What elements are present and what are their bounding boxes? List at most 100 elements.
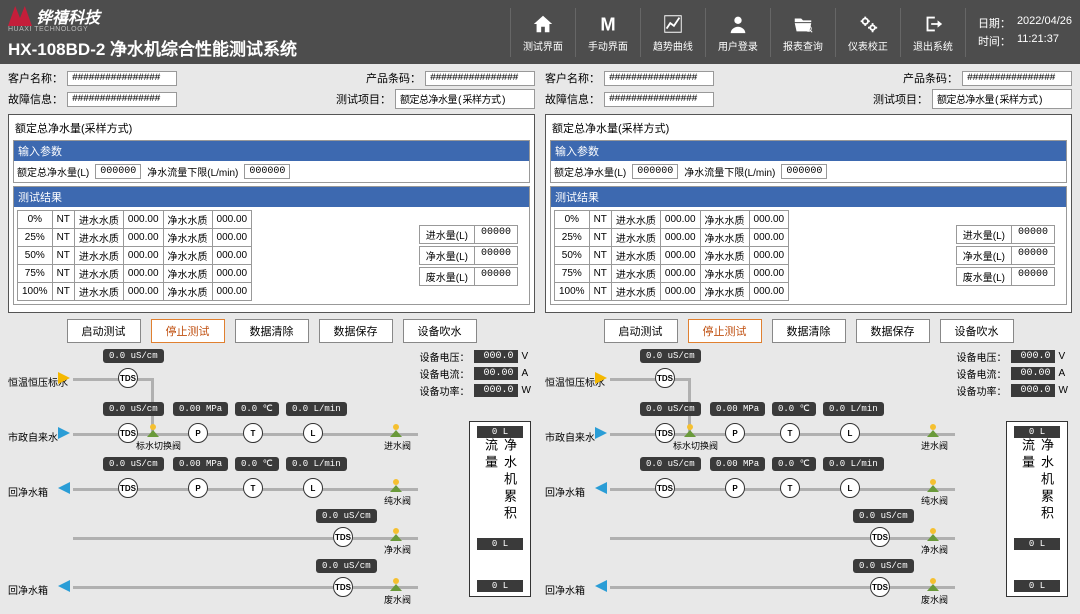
action-button[interactable]: 数据保存 <box>856 319 930 343</box>
tds-node: TDS <box>118 368 138 388</box>
barcode-value: ################ <box>962 71 1072 86</box>
stat-value: 000.0 <box>1011 384 1055 397</box>
line-label: 回净水箱 <box>8 484 48 499</box>
barcode-label: 产品条码： <box>366 70 421 86</box>
line-label: 市政自来水 <box>8 429 58 444</box>
accumulator: 0 L净水机累积流量0 L0 L <box>469 421 531 597</box>
p2-label: 净水流量下限(L/min) <box>684 164 775 179</box>
result-row: 25%NT进水水质000.00净水水质000.00 <box>18 229 252 247</box>
l-node: L <box>840 478 860 498</box>
tds-badge: 0.0 uS/cm <box>640 402 701 416</box>
tds-node: TDS <box>118 478 138 498</box>
nav-trend[interactable]: 趋势曲线 <box>640 8 705 57</box>
action-button[interactable]: 启动测试 <box>604 319 678 343</box>
p1-value[interactable]: 000000 <box>95 164 141 179</box>
fault-label: 故障信息： <box>545 91 600 107</box>
tds-badge: 0.0 uS/cm <box>103 457 164 471</box>
action-button[interactable]: 数据清除 <box>772 319 846 343</box>
action-button[interactable]: 数据保存 <box>319 319 393 343</box>
arrow-icon <box>58 580 70 592</box>
action-button[interactable]: 停止测试 <box>688 319 762 343</box>
stat-label: 设备电流： <box>420 366 470 381</box>
date-label: 日期： <box>978 15 1011 31</box>
pipe <box>610 537 955 540</box>
stat-unit: W <box>1059 385 1068 396</box>
action-button[interactable]: 停止测试 <box>151 319 225 343</box>
result-row: 100%NT进水水质000.00净水水质000.00 <box>555 283 789 301</box>
valve-icon <box>682 423 698 437</box>
flow-diagram: 设备电压：000.0V设备电流：00.00A设备功率：000.0W0 L净水机累… <box>8 349 535 609</box>
valve-icon <box>925 478 941 492</box>
result-table: 0%NT进水水质000.00净水水质000.0025%NT进水水质000.00净… <box>17 210 252 301</box>
p-node: P <box>188 478 208 498</box>
summary-block: 进水量(L)00000净水量(L)00000废水量(L)00000 <box>956 225 1055 286</box>
mpa-badge: 0.00 MPa <box>710 457 765 471</box>
stat-unit: W <box>522 385 531 396</box>
flow-badge: 0.0 L/min <box>286 402 347 416</box>
nav-exit[interactable]: 退出系统 <box>900 8 966 57</box>
acc-val: 0 L <box>1014 426 1060 438</box>
result-row: 0%NT进水水质000.00净水水质000.00 <box>18 211 252 229</box>
panel-title: 额定总净水量(采样方式) <box>550 119 1067 137</box>
nav-label: 报表查询 <box>783 38 823 53</box>
stat-unit: A <box>1059 368 1066 379</box>
result-header: 测试结果 <box>14 187 529 207</box>
summary-row: 进水量(L)00000 <box>956 225 1055 244</box>
result-row: 50%NT进水水质000.00净水水质000.00 <box>555 247 789 265</box>
test-panel: 额定总净水量(采样方式)输入参数额定总净水量(L)000000净水流量下限(L/… <box>8 114 535 313</box>
tds-badge: 0.0 uS/cm <box>103 349 164 363</box>
mpa-badge: 0.00 MPa <box>173 402 228 416</box>
valve-icon <box>925 577 941 591</box>
valve-label: 标水切换阀 <box>136 439 181 452</box>
stat-value: 000.0 <box>474 384 518 397</box>
action-button[interactable]: 启动测试 <box>67 319 141 343</box>
p2-value[interactable]: 000000 <box>244 164 290 179</box>
nav-test[interactable]: 测试界面 <box>510 8 575 57</box>
acc-val: 0 L <box>1014 580 1060 592</box>
nav-login[interactable]: 用户登录 <box>705 8 770 57</box>
action-button[interactable]: 设备吹水 <box>403 319 477 343</box>
left-station: 客户名称：################产品条码：##############… <box>8 70 535 609</box>
action-button[interactable]: 数据清除 <box>235 319 309 343</box>
p2-value[interactable]: 000000 <box>781 164 827 179</box>
nav-manual[interactable]: M手动界面 <box>575 8 640 57</box>
time-value: 11:21:37 <box>1017 33 1059 49</box>
nav-calib[interactable]: 仪表校正 <box>835 8 900 57</box>
result-row: 25%NT进水水质000.00净水水质000.00 <box>555 229 789 247</box>
nav-report[interactable]: 报表查询 <box>770 8 835 57</box>
flow-diagram: 设备电压：000.0V设备电流：00.00A设备功率：000.0W0 L净水机累… <box>545 349 1072 609</box>
input-params: 输入参数额定总净水量(L)000000净水流量下限(L/min)000000 <box>13 140 530 183</box>
accumulator: 0 L净水机累积流量0 L0 L <box>1006 421 1068 597</box>
date-value: 2022/04/26 <box>1017 15 1072 31</box>
flow-badge: 0.0 L/min <box>823 457 884 471</box>
tds-node: TDS <box>655 368 675 388</box>
exit-icon <box>919 12 947 36</box>
user-icon <box>724 12 752 36</box>
logo-icon <box>8 6 32 26</box>
test-panel: 额定总净水量(采样方式)输入参数额定总净水量(L)000000净水流量下限(L/… <box>545 114 1072 313</box>
summary-row: 进水量(L)00000 <box>419 225 518 244</box>
stat-unit: V <box>522 351 529 362</box>
fault-label: 故障信息： <box>8 91 63 107</box>
acc-val: 0 L <box>477 426 523 438</box>
result-row: 0%NT进水水质000.00净水水质000.00 <box>555 211 789 229</box>
barcode-label: 产品条码： <box>903 70 958 86</box>
line-label: 回净水箱 <box>8 582 48 597</box>
t-node: T <box>780 478 800 498</box>
t-node: T <box>243 478 263 498</box>
p1-value[interactable]: 000000 <box>632 164 678 179</box>
stat-label: 设备功率： <box>420 383 470 398</box>
t-node: T <box>243 423 263 443</box>
temp-badge: 0.0 ℃ <box>235 402 279 416</box>
stat-value: 00.00 <box>474 367 518 380</box>
valve-label: 纯水阀 <box>921 494 948 507</box>
p-node: P <box>725 478 745 498</box>
p1-label: 额定总净水量(L) <box>554 164 626 179</box>
tds-node: TDS <box>870 577 890 597</box>
action-button[interactable]: 设备吹水 <box>940 319 1014 343</box>
customer-label: 客户名称： <box>8 70 63 86</box>
fault-value: ################ <box>604 92 714 107</box>
tds-badge: 0.0 uS/cm <box>316 509 377 523</box>
pipe <box>73 378 153 381</box>
valve-label: 进水阀 <box>921 439 948 452</box>
